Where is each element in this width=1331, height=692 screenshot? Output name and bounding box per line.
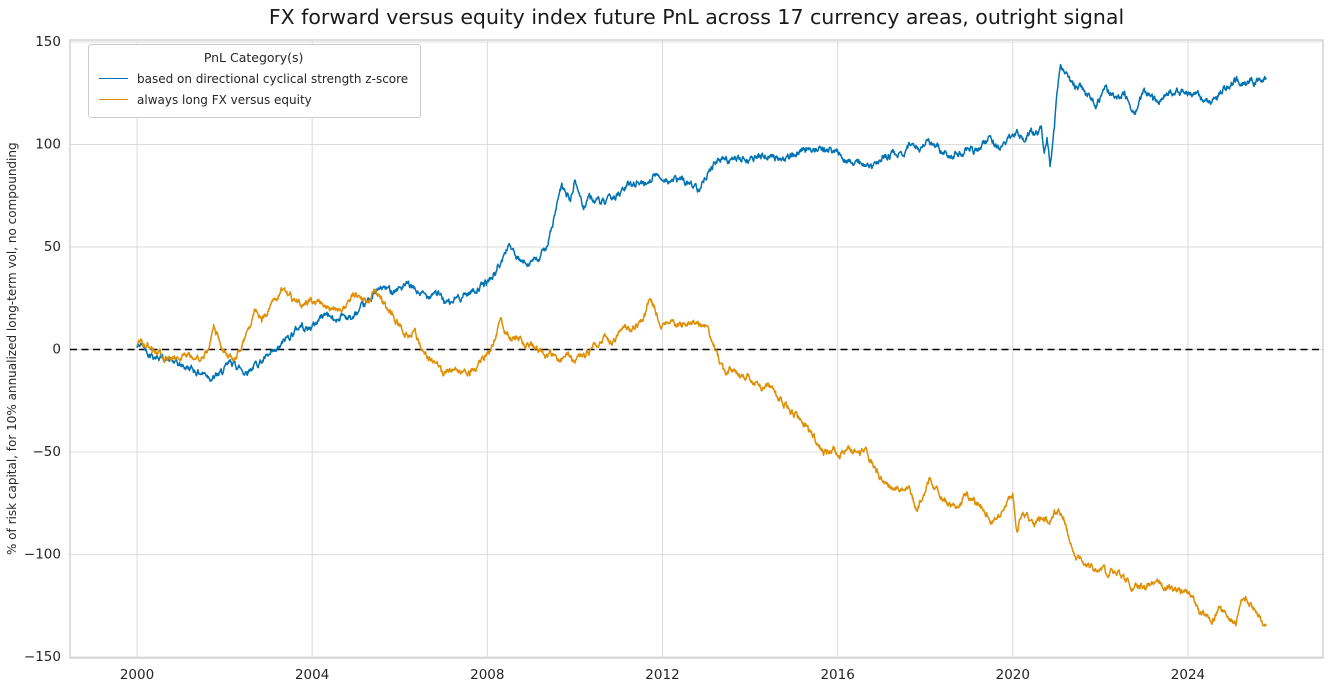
legend-title: PnL Category(s) [203,50,304,65]
y-tick-label: 0 [52,342,61,358]
y-tick-label: 100 [35,137,61,153]
x-tick-label: 2000 [120,667,154,683]
series-line-always-long [136,286,1267,627]
x-tick-label: 2012 [645,667,679,683]
legend: PnL Category(s) based on directional cyc… [88,44,422,118]
y-tick-label: 50 [44,239,61,255]
legend-line-swatch-orange [99,99,128,100]
legend-item-label: based on directional cyclical strength z… [137,71,409,86]
y-tick-label: −100 [24,547,61,563]
x-tick-label: 2016 [820,667,854,683]
x-tick-label: 2004 [295,667,329,683]
legend-item-label: always long FX versus equity [137,92,312,107]
legend-item-zscore: based on directional cyclical strength z… [99,68,408,89]
y-tick-label: −150 [24,649,61,665]
x-tick-label: 2008 [470,667,504,683]
series-line-zscore [136,63,1267,382]
chart-title: FX forward versus equity index future Pn… [268,5,1125,29]
x-tick-label: 2024 [1171,667,1205,683]
x-tick-label: 2020 [996,667,1030,683]
y-tick-label: 150 [35,34,61,50]
legend-line-swatch-blue [99,78,128,79]
legend-item-always-long: always long FX versus equity [99,89,408,110]
y-tick-label: −50 [33,444,62,460]
